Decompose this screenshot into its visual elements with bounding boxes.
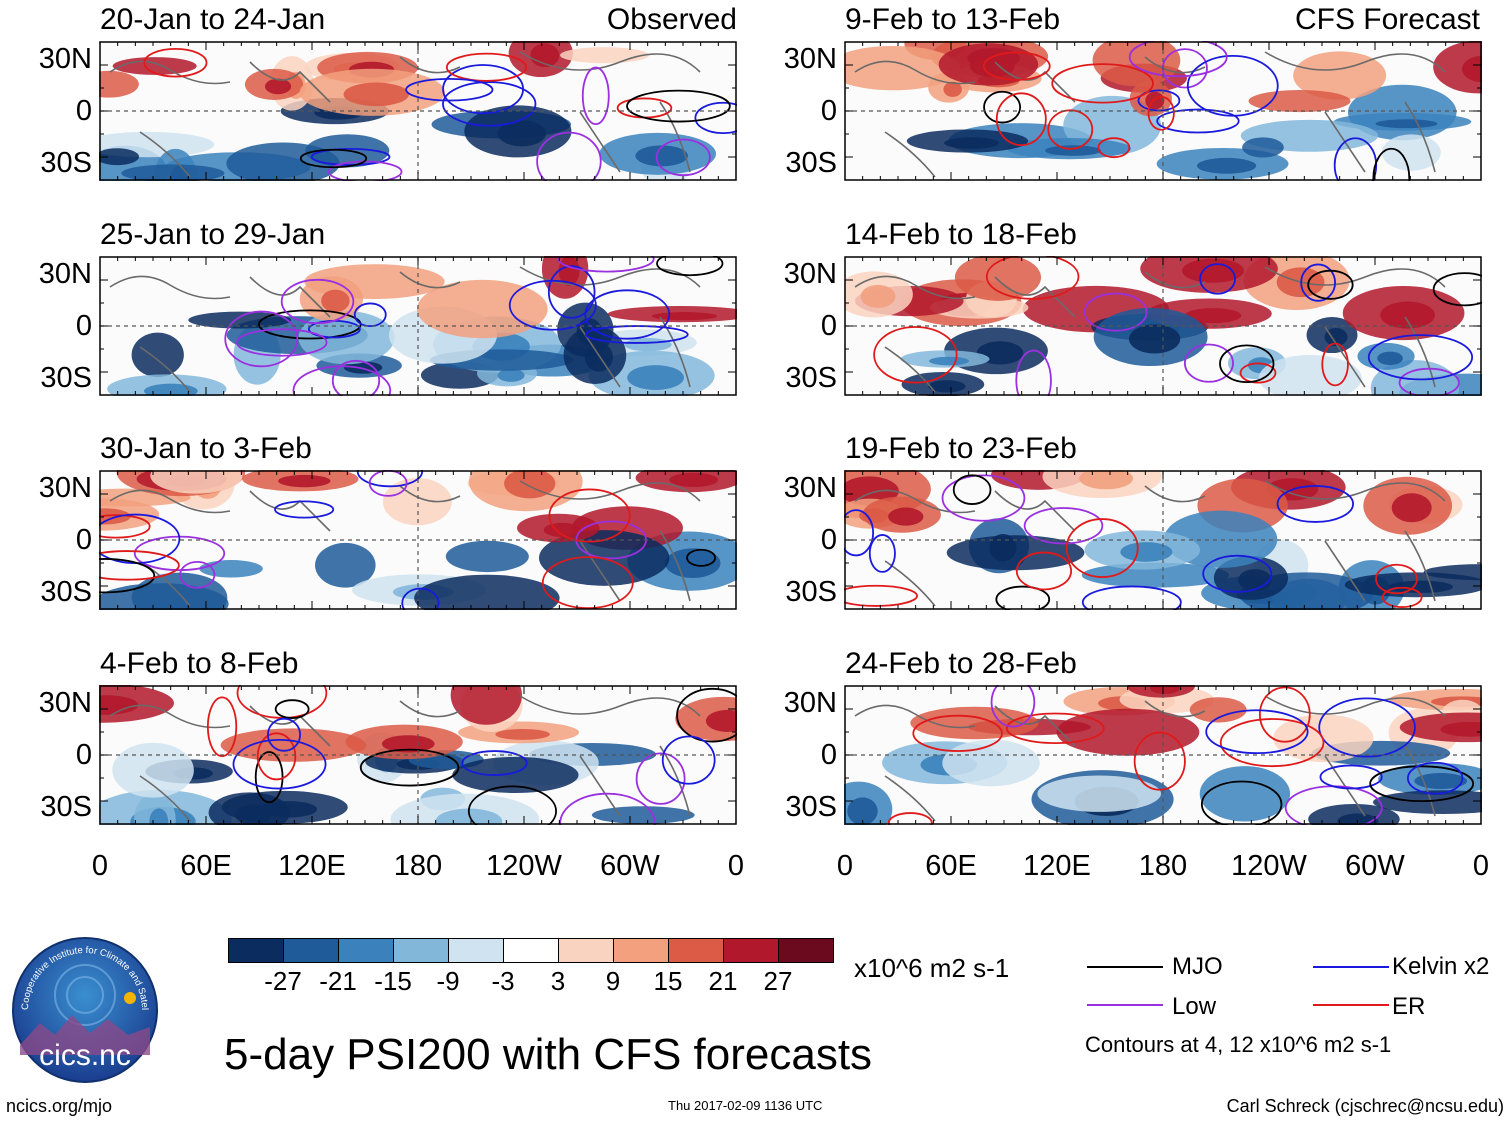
colorbar-box — [503, 938, 559, 963]
lon-label: 120W — [486, 850, 562, 882]
forecast-map-2 — [844, 256, 1482, 396]
lon-label: 60W — [1345, 850, 1405, 882]
lon-label: 180 — [393, 850, 443, 882]
forecast-panel-title: 24-Feb to 28-Feb — [845, 647, 1077, 680]
lat-label: 30N — [783, 472, 837, 504]
lon-label: 0 — [1472, 850, 1490, 882]
lon-label: 180 — [1138, 850, 1188, 882]
lat-label: 0 — [75, 524, 92, 556]
lat-label: 0 — [75, 739, 92, 771]
colorbar-box — [228, 938, 284, 963]
forecast-map-3 — [844, 470, 1482, 610]
observed-panel-title: 20-Jan to 24-Jan — [100, 3, 326, 36]
lat-label: 30S — [40, 791, 92, 823]
colorbar-tick-label: -3 — [491, 966, 515, 996]
observed-label: Observed — [606, 3, 737, 36]
lat-label: 30S — [40, 147, 92, 179]
colorbar-box — [393, 938, 449, 963]
forecast-panel-title: 14-Feb to 18-Feb — [845, 218, 1077, 251]
lat-label: 0 — [820, 524, 837, 556]
colorbar-tick-label: -15 — [374, 966, 412, 996]
lon-label: 60E — [180, 850, 232, 882]
observed-map-4 — [99, 685, 737, 825]
observed-panel-title: 25-Jan to 29-Jan — [100, 218, 326, 251]
lat-label: 0 — [820, 310, 837, 342]
lon-label: 60W — [600, 850, 660, 882]
lat-label: 30N — [783, 258, 837, 290]
lat-label: 30S — [785, 791, 837, 823]
lat-label: 0 — [75, 310, 92, 342]
colorbar-units: x10^6 m2 s-1 — [854, 953, 1010, 983]
forecast-map-1 — [844, 41, 1482, 181]
lat-label: 30S — [40, 576, 92, 608]
lon-label: 60E — [925, 850, 977, 882]
legend-er-label: ER — [1392, 993, 1426, 1020]
lat-label: 30N — [783, 687, 837, 719]
colorbar-box — [723, 938, 779, 963]
lat-label: 30N — [38, 258, 92, 290]
colorbar-tick-label: 9 — [605, 966, 621, 996]
logo-text: cics.nc — [39, 1039, 131, 1072]
lon-label: 120E — [278, 850, 346, 882]
footer-url[interactable]: ncics.org/mjo — [6, 1096, 113, 1116]
lat-label: 0 — [820, 739, 837, 771]
lat-label: 0 — [75, 95, 92, 127]
colorbar-tick-label: 3 — [550, 966, 566, 996]
colorbar-box — [448, 938, 504, 963]
contour-note: Contours at 4, 12 x10^6 m2 s-1 — [1085, 1032, 1392, 1057]
legend-mjo-label: MJO — [1172, 953, 1223, 980]
legend-lines — [1087, 966, 1389, 1006]
observed-map-1 — [99, 41, 737, 181]
colorbar-box — [613, 938, 669, 963]
lat-label: 30N — [38, 472, 92, 504]
colorbar-tick-label: 15 — [653, 966, 683, 996]
lat-label: 30S — [40, 362, 92, 394]
colorbar — [228, 938, 834, 963]
colorbar-tick-label: -9 — [436, 966, 460, 996]
colorbar-box — [778, 938, 834, 963]
footer-timestamp: Thu 2017-02-09 1136 UTC — [668, 1098, 823, 1113]
lat-label: 30S — [785, 362, 837, 394]
footer-author: Carl Schreck (cjschrec@ncsu.edu) — [1226, 1096, 1504, 1116]
colorbar-tick-label: -21 — [319, 966, 357, 996]
legend-kelvin-label: Kelvin x2 — [1392, 953, 1490, 980]
lon-label: 120W — [1231, 850, 1307, 882]
colorbar-tick-label: -27 — [264, 966, 302, 996]
lat-label: 30S — [785, 576, 837, 608]
colorbar-tick-label: 21 — [708, 966, 738, 996]
colorbar-box — [558, 938, 614, 963]
forecast-label: CFS Forecast — [1294, 3, 1480, 36]
lat-label: 30N — [38, 43, 92, 75]
lat-label: 30S — [785, 147, 837, 179]
lat-label: 0 — [820, 95, 837, 127]
observed-map-2 — [99, 256, 737, 396]
lon-label: 0 — [836, 850, 854, 882]
observed-map-3 — [99, 470, 737, 610]
main-title: 5-day PSI200 with CFS forecasts — [224, 1030, 873, 1079]
colorbar-box — [283, 938, 339, 963]
lat-label: 30N — [783, 43, 837, 75]
lon-label: 0 — [91, 850, 109, 882]
forecast-panel-title: 19-Feb to 23-Feb — [845, 432, 1077, 465]
lon-label: 0 — [727, 850, 745, 882]
lat-label: 30N — [38, 687, 92, 719]
forecast-panel-title: 9-Feb to 13-Feb — [845, 3, 1061, 36]
colorbar-box — [668, 938, 724, 963]
lon-label: 120E — [1023, 850, 1091, 882]
cics-logo: Cooperative Institute for Climate and Sa… — [10, 935, 158, 1083]
colorbar-tick-label: 27 — [763, 966, 793, 996]
observed-panel-title: 30-Jan to 3-Feb — [100, 432, 312, 465]
legend-low-label: Low — [1172, 993, 1217, 1020]
observed-panel-title: 4-Feb to 8-Feb — [100, 647, 299, 680]
forecast-map-4 — [844, 685, 1482, 825]
colorbar-box — [338, 938, 394, 963]
